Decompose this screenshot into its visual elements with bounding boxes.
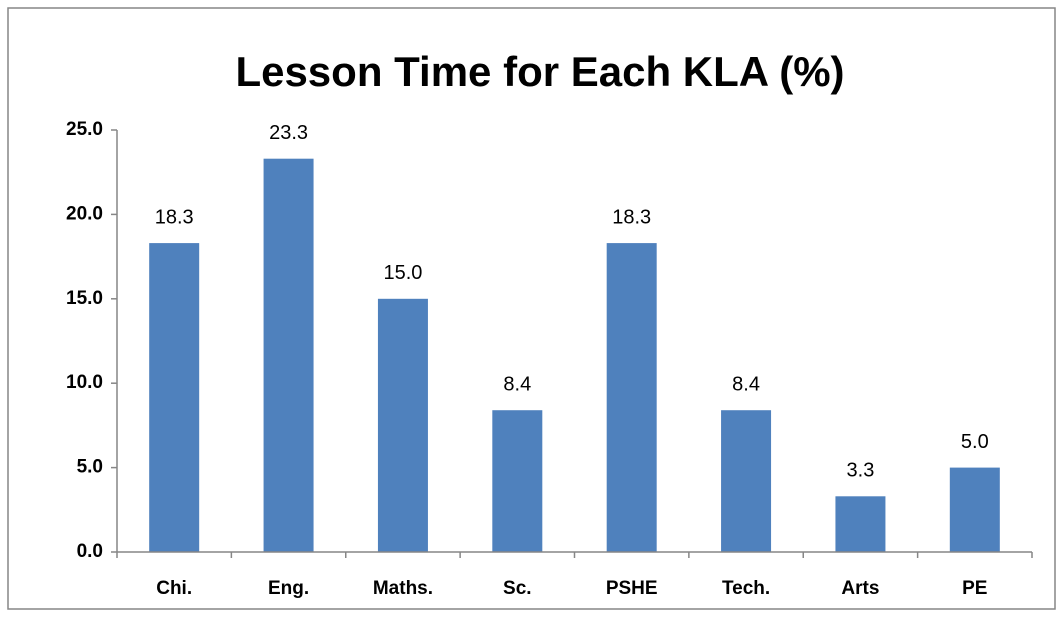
data-label: 5.0: [961, 431, 989, 453]
y-tick-label: 15.0: [66, 288, 103, 309]
y-tick-label: 25.0: [66, 119, 103, 140]
y-tick-label: 10.0: [66, 372, 103, 393]
x-tick-label: PSHE: [606, 578, 658, 599]
bar: [377, 298, 428, 552]
data-label: 8.4: [503, 373, 531, 395]
data-label: 8.4: [732, 373, 760, 395]
x-tick-label: PE: [962, 578, 987, 599]
bar: [149, 243, 200, 552]
x-tick-label: Chi.: [156, 578, 192, 599]
bar: [835, 496, 886, 552]
bar: [721, 410, 772, 552]
data-label: 3.3: [847, 460, 875, 482]
data-label: 18.3: [612, 206, 651, 228]
bar: [492, 410, 543, 552]
y-tick-label: 0.0: [77, 541, 103, 562]
x-tick-label: Arts: [841, 578, 879, 599]
bar: [949, 467, 1000, 552]
x-tick-label: Eng.: [268, 578, 309, 599]
data-label: 23.3: [269, 122, 308, 144]
data-label: 18.3: [155, 206, 194, 228]
x-tick-label: Maths.: [373, 578, 433, 599]
data-label: 15.0: [383, 262, 422, 284]
x-tick-label: Tech.: [722, 578, 770, 599]
bar: [263, 158, 314, 553]
x-tick-label: Sc.: [503, 578, 532, 599]
bar: [606, 243, 657, 552]
chart-title: Lesson Time for Each KLA (%): [235, 48, 844, 95]
y-tick-label: 20.0: [66, 203, 103, 224]
y-tick-label: 5.0: [77, 457, 103, 478]
